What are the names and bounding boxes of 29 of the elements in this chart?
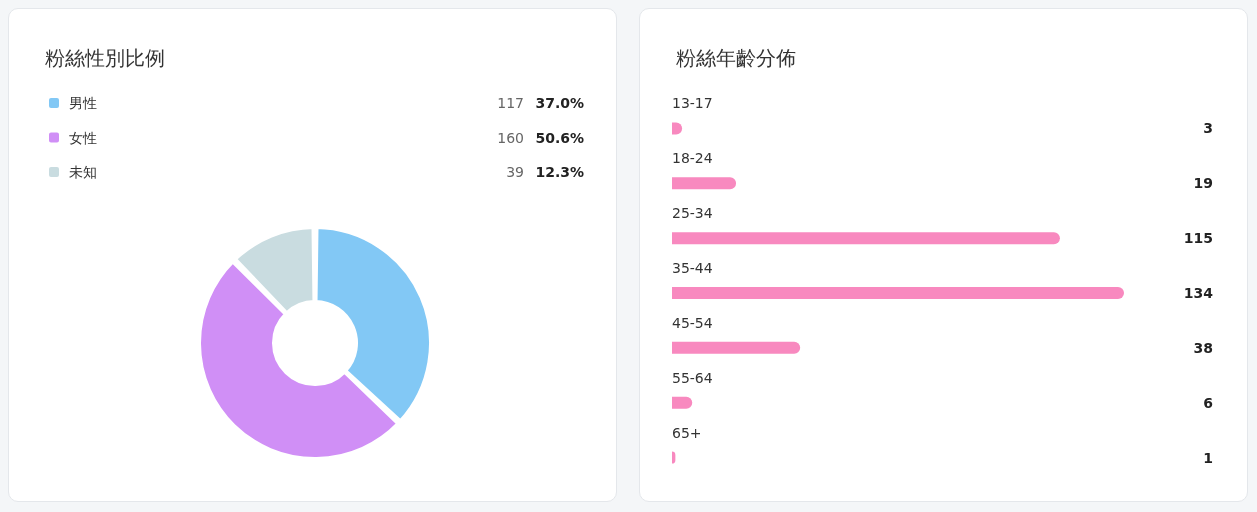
data-label: 19 [1193,175,1213,192]
data-label: 6 [1203,394,1213,411]
data-label: 134 [1183,285,1214,301]
bar [672,341,801,354]
chart-title: 粉絲年齡分佈 [676,46,796,70]
data-label: 1 [1203,449,1213,466]
y-tick-label: 65+ [672,424,702,441]
y-tick-label: 18-24 [672,150,713,167]
y-tick-label: 55-64 [672,369,713,386]
bar [672,177,737,190]
y-tick-label: 13-17 [672,95,713,112]
legend-label: 女性 [69,129,97,146]
bar [672,232,1060,245]
data-label: 117 [497,95,524,111]
legend-label: 男性 [69,95,97,111]
data-label: 115 [1183,230,1213,247]
legend-label: 未知 [69,164,97,180]
bar [672,287,1124,299]
y-tick-label: 45-54 [672,314,713,331]
data-label: 39 [506,164,524,180]
y-tick-label: 25-34 [672,205,713,222]
text: 50.6% [535,129,584,146]
chart-title: 粉絲性別比例 [45,46,165,70]
y-tick-label: 35-44 [672,260,713,276]
text: 12.3% [535,164,584,180]
data-label: 160 [497,129,524,146]
text: 37.0% [535,95,584,111]
data-label: 3 [1203,120,1213,137]
data-label: 38 [1193,339,1213,356]
